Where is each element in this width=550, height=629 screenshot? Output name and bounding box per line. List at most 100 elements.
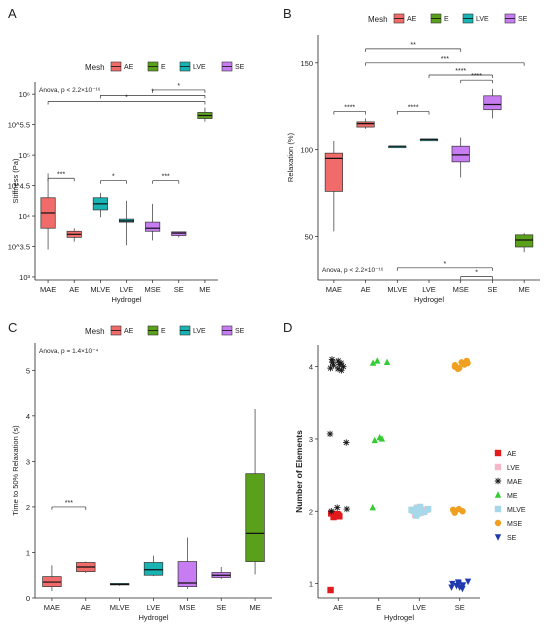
- data-point: [330, 362, 337, 369]
- y-tick-label: 150: [300, 59, 313, 68]
- x-tick-label: MSE: [179, 603, 195, 612]
- x-axis-title: Hydrogel: [111, 295, 141, 304]
- data-point: [451, 509, 458, 516]
- data-point: [336, 361, 343, 368]
- box-mse: [451, 145, 470, 163]
- data-point: [461, 361, 468, 368]
- significance-label: ***: [57, 171, 65, 178]
- x-tick-label: AE: [69, 285, 79, 294]
- significance-label: **: [410, 42, 416, 49]
- legend-label: MLVE: [507, 507, 526, 514]
- data-point: [449, 580, 456, 588]
- significance-label: ***: [65, 500, 73, 507]
- legend-marker-mlve: [494, 505, 502, 513]
- y-tick-label: 50: [305, 233, 313, 242]
- panel-label-a: A: [8, 6, 17, 21]
- legend-label: AE: [407, 16, 417, 23]
- data-point: [327, 586, 334, 594]
- y-tick-label: 0: [26, 594, 30, 603]
- data-point: [334, 504, 341, 511]
- x-tick-label: LVE: [422, 285, 436, 294]
- box-lve: [143, 562, 164, 576]
- legend-label: E: [161, 64, 166, 71]
- data-point: [455, 505, 463, 513]
- box-se: [171, 231, 187, 236]
- significance-label: *: [112, 174, 115, 181]
- legend-label: ME: [507, 493, 518, 500]
- box-mae: [324, 152, 343, 192]
- series-se: [448, 578, 472, 593]
- panel-c: 0 1 2 3 4 5 MAE AE MLVE LVE MSE SE ME Hydrogel Time to…: [11, 325, 272, 622]
- data-point: [335, 357, 342, 365]
- box-mse: [177, 561, 198, 587]
- box-mse: [145, 221, 161, 232]
- x-tick-label: AE: [81, 603, 91, 612]
- panel-label-d: D: [283, 320, 292, 335]
- data-point: [334, 365, 342, 373]
- data-point: [454, 365, 462, 373]
- data-point: [340, 363, 347, 370]
- legend-label: AE: [507, 451, 517, 458]
- legend-label: LVE: [193, 328, 206, 335]
- x-tick-label: AE: [361, 285, 371, 294]
- significance-label: *: [443, 261, 446, 268]
- legend-title: Mesh: [85, 63, 105, 72]
- series-mlve: [408, 503, 432, 519]
- data-point: [448, 584, 455, 591]
- x-axis-title: Hydrogel: [138, 613, 168, 622]
- legend-title: Mesh: [368, 15, 388, 24]
- y-tick-label: 10⁶: [19, 90, 30, 99]
- y-axis-title: Stiffness (Pa): [11, 158, 20, 203]
- y-tick-label: 10^3.5: [8, 242, 30, 251]
- x-tick-label: MLVE: [110, 603, 130, 612]
- x-tick-label: SE: [455, 603, 465, 612]
- series-ae: [327, 510, 343, 594]
- x-tick-label: SE: [174, 285, 184, 294]
- significance-label: ****: [344, 104, 355, 111]
- data-point: [338, 367, 345, 374]
- data-point: [378, 435, 386, 442]
- x-tick-label: AE: [333, 603, 343, 612]
- legend-marker-se: [494, 534, 502, 541]
- data-point: [416, 503, 424, 511]
- box-ae: [356, 121, 375, 128]
- significance-label: *: [125, 94, 128, 101]
- legend-marker-ae: [494, 449, 502, 457]
- panel-label-b: B: [283, 6, 292, 21]
- y-axis-title: Number of Elements: [294, 430, 304, 513]
- data-point: [327, 364, 334, 372]
- data-point: [408, 506, 415, 514]
- significance-label: ****: [471, 73, 482, 80]
- y-axis-title: Time to 50% Relaxation (s): [11, 425, 20, 516]
- significance-label: ***: [162, 174, 170, 181]
- data-point: [328, 508, 335, 515]
- x-tick-label: LVE: [412, 603, 426, 612]
- x-tick-label: LVE: [120, 285, 134, 294]
- x-tick-label: ME: [199, 285, 210, 294]
- y-tick-label: 2: [26, 503, 30, 512]
- x-tick-label: MLVE: [90, 285, 110, 294]
- data-point: [343, 439, 350, 446]
- x-axis-title: Hydrogel: [414, 295, 444, 304]
- y-tick-label: 1: [26, 548, 30, 557]
- legend-label: MSE: [507, 521, 523, 528]
- legend-label: MAE: [507, 479, 523, 486]
- data-point: [326, 430, 334, 438]
- y-tick-label: 3: [309, 435, 313, 444]
- data-point: [413, 510, 420, 518]
- y-tick-label: 10^5.5: [8, 121, 30, 130]
- y-axis-title: Relaxation (%): [286, 132, 295, 182]
- legend-marker-mae: [494, 477, 502, 485]
- data-point: [369, 359, 377, 366]
- y-tick-label: 10^4.5: [8, 182, 30, 191]
- data-point: [374, 357, 381, 364]
- x-tick-label: ME: [519, 285, 530, 294]
- legend-marker-lve: [494, 463, 502, 471]
- data-point: [459, 582, 467, 589]
- legend-label: LVE: [193, 64, 206, 71]
- x-tick-label: MAE: [40, 285, 56, 294]
- x-tick-label: MSE: [145, 285, 161, 294]
- data-point: [455, 581, 462, 588]
- legend-label: SE: [235, 64, 245, 71]
- data-point: [335, 512, 342, 519]
